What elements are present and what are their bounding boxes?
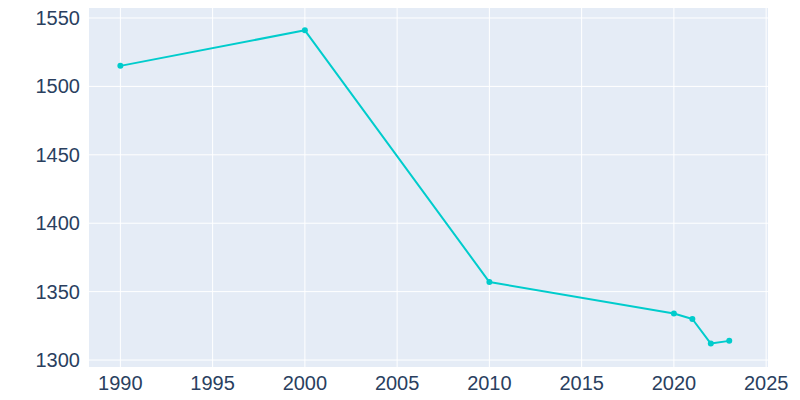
chart: 1990 1995 2000 2005 2010 2015 2020 2025 1300 1350… [0,0,800,400]
chart-container: 1990 1995 2000 2005 2010 2015 2020 2025 1300 1350… [0,0,800,400]
y-grid-line [89,291,768,292]
y-grid-line [89,86,768,87]
y-tick-label: 1500 [36,75,81,97]
y-tick-label: 1450 [36,144,81,166]
x-tick-label: 2020 [652,372,697,394]
line [120,30,729,343]
marker [708,341,714,347]
marker [117,63,123,69]
x-tick-label: 2000 [283,372,328,394]
y-tick-label: 1300 [36,349,81,371]
x-grid-line [212,8,213,367]
x-tick-label: 1990 [98,372,143,394]
x-grid-line [766,8,767,367]
y-tick-label: 1400 [36,212,81,234]
y-grid-line [89,17,768,18]
x-grid-line [489,8,490,367]
y-grid-line [89,223,768,224]
x-grid-line [304,8,305,367]
x-tick-label: 2010 [467,372,512,394]
x-tick-label: 2025 [744,372,789,394]
y-grid-line [89,360,768,361]
x-tick-label: 1995 [190,372,235,394]
tick-labels: 1990 1995 2000 2005 2010 2015 2020 2025 1300 1350… [36,7,789,394]
plot-area [89,8,768,367]
marker [689,316,695,322]
x-grid-line [120,8,121,367]
y-grid-line [89,154,768,155]
marker [302,27,308,33]
marker [671,311,677,317]
series [117,27,732,346]
grid [89,8,768,367]
y-tick-label: 1550 [36,7,81,29]
y-tick-label: 1350 [36,281,81,303]
marker [726,338,732,344]
x-tick-label: 2005 [375,372,420,394]
x-tick-label: 2015 [559,372,604,394]
x-grid-line [581,8,582,367]
marker [486,279,492,285]
x-grid-line [397,8,398,367]
